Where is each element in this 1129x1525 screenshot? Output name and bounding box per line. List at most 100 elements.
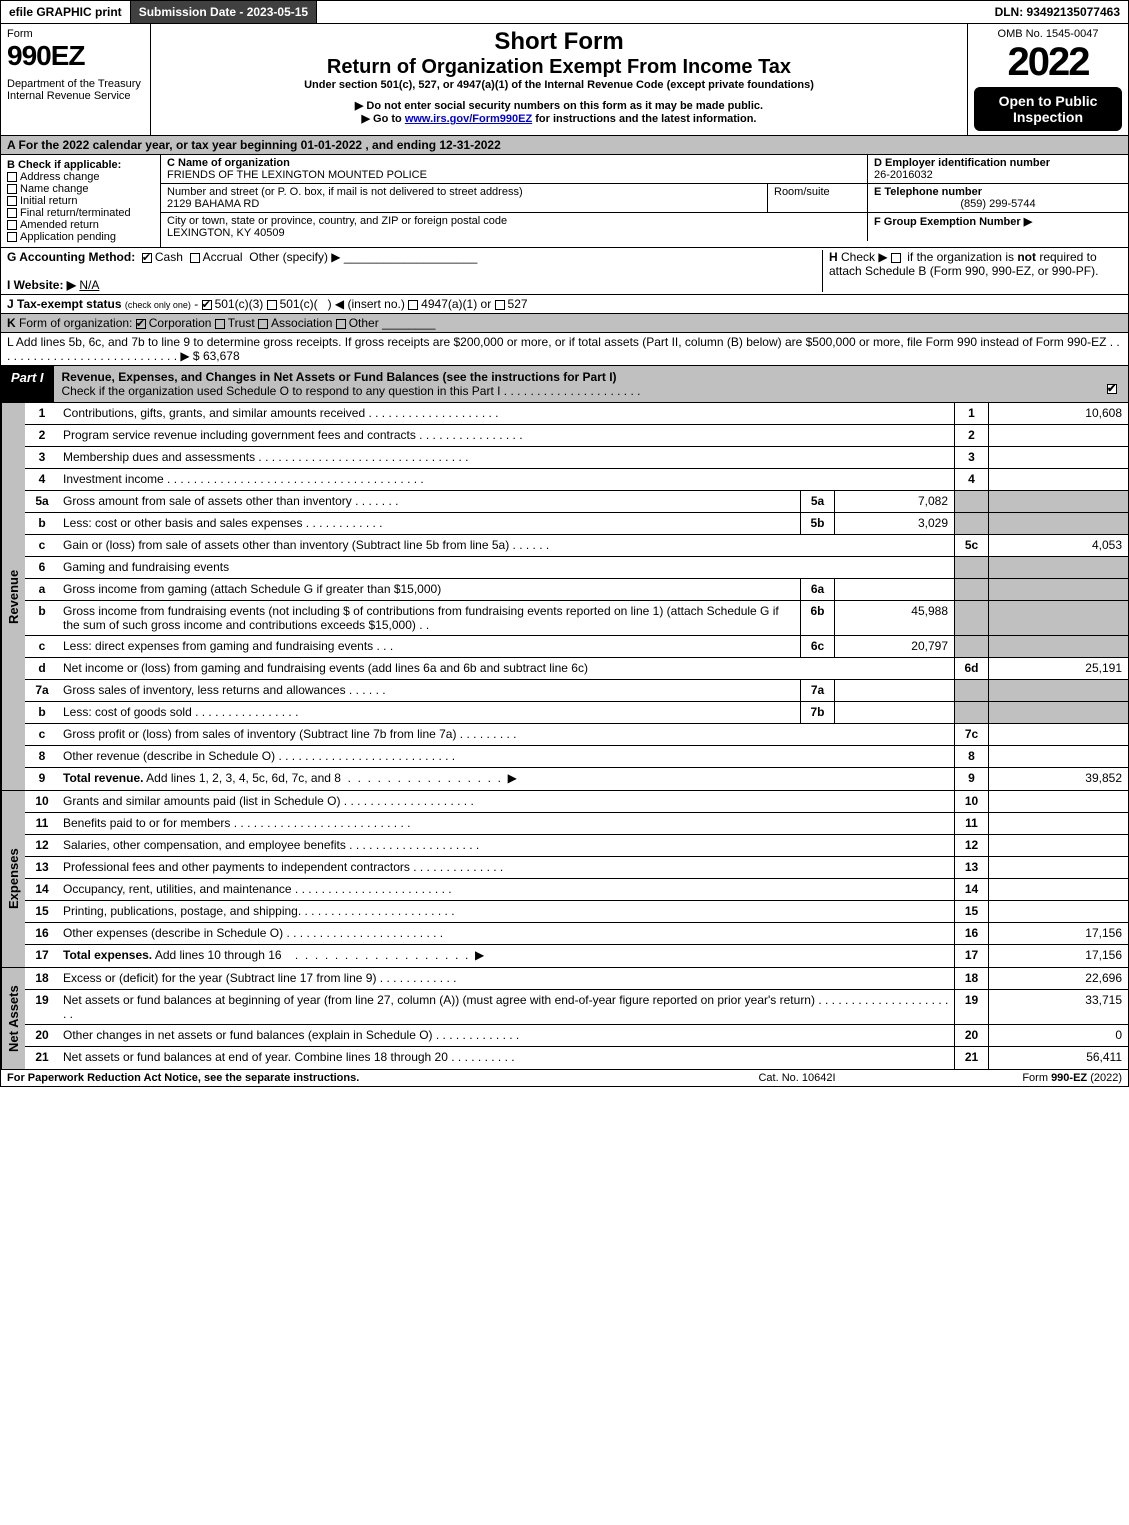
form-header: Form 990EZ Department of the Treasury In… — [0, 24, 1129, 136]
cb-initial-return[interactable] — [7, 196, 17, 206]
open-to-public: Open to Public Inspection — [974, 87, 1122, 131]
val-6a — [834, 579, 954, 600]
val-2 — [988, 425, 1128, 446]
tax-year: 2022 — [974, 40, 1122, 85]
cb-address-change[interactable] — [7, 172, 17, 182]
val-14 — [988, 879, 1128, 900]
val-11 — [988, 813, 1128, 834]
cb-trust[interactable] — [215, 319, 225, 329]
part-1-header: Part I Revenue, Expenses, and Changes in… — [0, 366, 1129, 403]
page-footer: For Paperwork Reduction Act Notice, see … — [0, 1070, 1129, 1087]
netassets-side-label: Net Assets — [1, 968, 25, 1069]
org-name: FRIENDS OF THE LEXINGTON MOUNTED POLICE — [167, 169, 861, 181]
street-value: 2129 BAHAMA RD — [167, 198, 761, 210]
paperwork-notice: For Paperwork Reduction Act Notice, see … — [7, 1072, 672, 1084]
expenses-side-label: Expenses — [1, 791, 25, 967]
phone-value: (859) 299-5744 — [874, 198, 1122, 210]
cb-application-pending[interactable] — [7, 232, 17, 242]
goto-line: ▶ Go to www.irs.gov/Form990EZ for instru… — [157, 112, 961, 125]
row-g-h: G Accounting Method: Cash Accrual Other … — [0, 248, 1129, 295]
val-5a: 7,082 — [834, 491, 954, 512]
dln-label: DLN: 93492135077463 — [987, 1, 1128, 23]
short-form-title: Short Form — [157, 28, 961, 56]
val-7b — [834, 702, 954, 723]
val-18: 22,696 — [988, 968, 1128, 989]
submission-date: Submission Date - 2023-05-15 — [131, 1, 317, 23]
omb-number: OMB No. 1545-0047 — [974, 28, 1122, 40]
cb-501c3[interactable] — [202, 300, 212, 310]
efile-label[interactable]: efile GRAPHIC print — [1, 1, 131, 23]
topbar: efile GRAPHIC print Submission Date - 20… — [0, 0, 1129, 24]
i-label: I Website: ▶ — [7, 278, 76, 292]
cb-other-org[interactable] — [336, 319, 346, 329]
website-value: N/A — [79, 278, 99, 292]
street-label: Number and street (or P. O. box, if mail… — [167, 186, 761, 198]
city-label: City or town, state or province, country… — [167, 215, 861, 227]
cat-number: Cat. No. 10642I — [672, 1072, 922, 1084]
row-j: J Tax-exempt status (check only one) - 5… — [0, 295, 1129, 314]
main-title: Return of Organization Exempt From Incom… — [157, 56, 961, 79]
section-b-to-f: B Check if applicable: Address change Na… — [0, 155, 1129, 248]
ssn-warning: ▶ Do not enter social security numbers o… — [157, 99, 961, 112]
val-6c: 20,797 — [834, 636, 954, 657]
val-17: 17,156 — [988, 945, 1128, 967]
val-15 — [988, 901, 1128, 922]
revenue-section: Revenue 1Contributions, gifts, grants, a… — [0, 403, 1129, 791]
cb-501c[interactable] — [267, 300, 277, 310]
h-label: H Check ▶ if the organization is not req… — [829, 250, 1098, 278]
form-word: Form — [7, 28, 144, 40]
cb-schedule-b[interactable] — [891, 253, 901, 263]
cb-4947[interactable] — [408, 300, 418, 310]
form-ref: Form 990-EZ (2022) — [922, 1072, 1122, 1084]
val-13 — [988, 857, 1128, 878]
val-6b: 45,988 — [834, 601, 954, 635]
section-a: A For the 2022 calendar year, or tax yea… — [0, 136, 1129, 155]
val-16: 17,156 — [988, 923, 1128, 944]
ein-value: 26-2016032 — [874, 169, 1122, 181]
f-label: F Group Exemption Number ▶ — [874, 215, 1122, 228]
irs-label: Internal Revenue Service — [7, 90, 144, 102]
form-number: 990EZ — [7, 40, 144, 72]
dept-label: Department of the Treasury — [7, 78, 144, 90]
val-19: 33,715 — [988, 990, 1128, 1024]
cb-corporation[interactable] — [136, 319, 146, 329]
cb-amended-return[interactable] — [7, 220, 17, 230]
net-assets-section: Net Assets 18Excess or (deficit) for the… — [0, 968, 1129, 1070]
val-5b: 3,029 — [834, 513, 954, 534]
val-12 — [988, 835, 1128, 856]
val-7a — [834, 680, 954, 701]
cb-accrual[interactable] — [190, 253, 200, 263]
cb-name-change[interactable] — [7, 184, 17, 194]
val-21: 56,411 — [988, 1047, 1128, 1069]
e-label: E Telephone number — [874, 186, 1122, 198]
val-4 — [988, 469, 1128, 490]
room-label: Room/suite — [774, 186, 861, 198]
expenses-section: Expenses 10Grants and similar amounts pa… — [0, 791, 1129, 968]
row-l: L Add lines 5b, 6c, and 7b to line 9 to … — [0, 333, 1129, 366]
d-label: D Employer identification number — [874, 157, 1122, 169]
g-label: G Accounting Method: — [7, 250, 135, 264]
val-5c: 4,053 — [988, 535, 1128, 556]
city-value: LEXINGTON, KY 40509 — [167, 227, 861, 239]
val-7c — [988, 724, 1128, 745]
cb-cash[interactable] — [142, 253, 152, 263]
part-1-label: Part I — [1, 366, 54, 402]
cb-final-return[interactable] — [7, 208, 17, 218]
val-8 — [988, 746, 1128, 767]
row-k: K Form of organization: Corporation Trus… — [0, 314, 1129, 333]
cb-association[interactable] — [258, 319, 268, 329]
val-10 — [988, 791, 1128, 812]
revenue-side-label: Revenue — [1, 403, 25, 790]
val-20: 0 — [988, 1025, 1128, 1046]
b-title: B Check if applicable: — [7, 159, 154, 171]
val-9: 39,852 — [988, 768, 1128, 790]
val-3 — [988, 447, 1128, 468]
val-6d: 25,191 — [988, 658, 1128, 679]
under-section: Under section 501(c), 527, or 4947(a)(1)… — [157, 79, 961, 91]
part-1-title: Revenue, Expenses, and Changes in Net As… — [54, 366, 1128, 402]
c-label: C Name of organization — [167, 157, 861, 169]
goto-link[interactable]: www.irs.gov/Form990EZ — [405, 113, 532, 125]
cb-527[interactable] — [495, 300, 505, 310]
column-b: B Check if applicable: Address change Na… — [1, 155, 161, 247]
cb-schedule-o[interactable] — [1107, 384, 1117, 394]
